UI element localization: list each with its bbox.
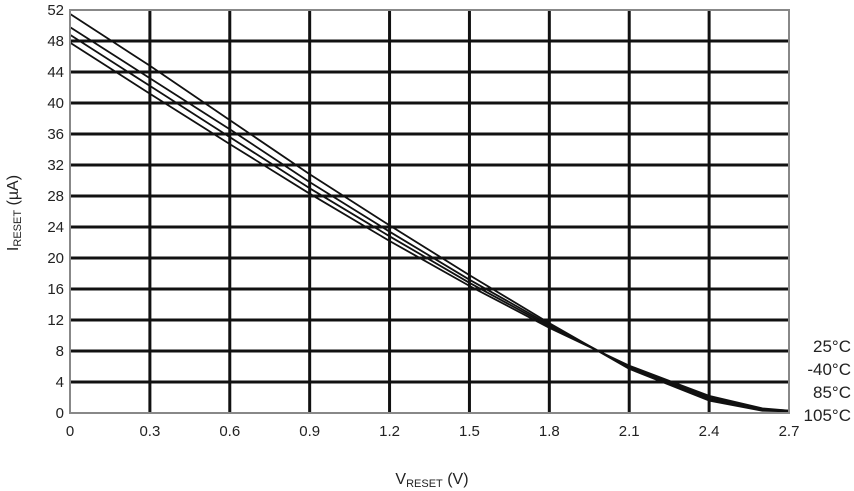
y-tick-label: 52 [47, 2, 64, 19]
x-tick-label: 2.4 [699, 423, 720, 440]
x-axis-label: VRESET (V) [395, 471, 468, 490]
x-tick-label: 1.5 [459, 423, 480, 440]
y-tick-label: 12 [47, 312, 64, 329]
x-tick-label: 2.1 [619, 423, 640, 440]
y-tick-label: 16 [47, 281, 64, 298]
series-label: 85°C [813, 383, 851, 402]
x-tick-labels: 0 0.3 0.6 0.9 1.2 1.5 1.8 2.1 2.4 2.7 [66, 423, 800, 440]
series-label: 105°C [804, 406, 851, 425]
series-line-25c [69, 13, 790, 413]
y-tick-label: 40 [47, 95, 64, 112]
x-tick-label: 0 [66, 423, 74, 440]
y-axis-label: IRESET (µA) [5, 175, 24, 251]
y-tick-label: 20 [47, 250, 64, 267]
x-tick-label: 1.8 [539, 423, 560, 440]
series-label: 25°C [813, 337, 851, 356]
x-tick-label: 0.9 [299, 423, 320, 440]
y-tick-label: 8 [56, 343, 64, 360]
y-tick-label: 36 [47, 126, 64, 143]
series-line-85c [69, 34, 790, 412]
x-tick-label: 1.2 [379, 423, 400, 440]
series-labels: 25°C -40°C 85°C 105°C [804, 337, 851, 425]
y-tick-label: 32 [47, 157, 64, 174]
y-tick-label: 28 [47, 188, 64, 205]
y-tick-label: 48 [47, 33, 64, 50]
x-tick-label: 0.6 [219, 423, 240, 440]
y-tick-label: 0 [56, 405, 64, 422]
series-line-105c [69, 41, 790, 412]
plot-frame [69, 9, 790, 414]
series-lines [69, 13, 790, 413]
x-tick-label: 2.7 [779, 423, 800, 440]
y-tick-label: 4 [56, 374, 64, 391]
y-tick-label: 24 [47, 219, 64, 236]
grid-lines [70, 10, 789, 413]
y-tick-label: 44 [47, 64, 64, 81]
x-tick-label: 0.3 [139, 423, 160, 440]
series-label: -40°C [807, 360, 851, 379]
series-line-40c [69, 26, 790, 413]
